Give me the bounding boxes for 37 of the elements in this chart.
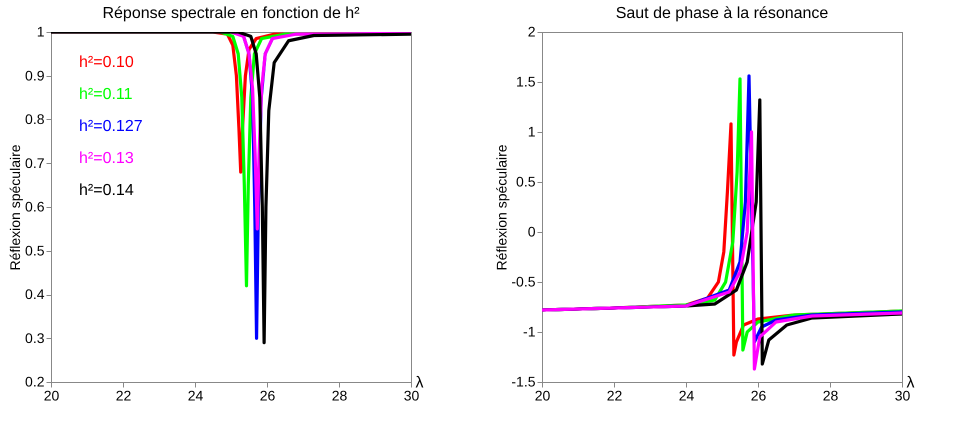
x-tick-label: 24 bbox=[188, 388, 204, 404]
x-tick-label: 24 bbox=[678, 388, 694, 404]
y-tick-label: 0.5 bbox=[516, 174, 536, 190]
x-tick-label: 26 bbox=[260, 388, 276, 404]
y-tick-label: 0.9 bbox=[25, 67, 45, 84]
chart-title: Saut de phase à la résonance bbox=[616, 5, 828, 22]
x-tick-label: 28 bbox=[822, 388, 838, 404]
x-tick-label: 20 bbox=[534, 388, 550, 404]
y-tick-label: 1 bbox=[528, 124, 536, 140]
y-tick-label: 0.5 bbox=[25, 242, 45, 258]
line-series bbox=[51, 32, 411, 344]
text: h²=0.13 bbox=[79, 150, 134, 167]
text: h²=0.127 bbox=[79, 118, 143, 135]
y-tick-label: -1.5 bbox=[511, 374, 536, 390]
x-tick-label: 22 bbox=[606, 388, 622, 404]
y-tick-label: 0.6 bbox=[25, 198, 45, 214]
y-tick-label: 1 bbox=[36, 24, 45, 40]
text: h²=0.11 bbox=[79, 86, 133, 103]
y-tick-label: 0.2 bbox=[25, 374, 45, 390]
y-tick-label: 0 bbox=[528, 224, 536, 240]
y-tick-label: -0.5 bbox=[511, 274, 536, 290]
y-tick-label: -1 bbox=[523, 324, 536, 340]
y-tick-label: 2 bbox=[528, 24, 536, 40]
chart-title: Réponse spectrale en fonction de h² bbox=[102, 5, 360, 22]
y-tick-label: 0.3 bbox=[25, 330, 45, 346]
x-tick-label: 22 bbox=[116, 388, 132, 404]
y-tick-label: 0.8 bbox=[25, 111, 45, 127]
y-tick-label: 0.4 bbox=[25, 286, 45, 302]
y-axis-title: Réflexion spéculaire bbox=[493, 144, 510, 271]
x-tick-label: 26 bbox=[750, 388, 766, 404]
text: h²=0.14 bbox=[79, 182, 134, 199]
y-tick-label: 1.5 bbox=[516, 74, 536, 90]
y-axis-title: Réflexion spéculaire bbox=[7, 144, 24, 271]
series-label: h²=0.10 bbox=[79, 54, 134, 71]
x-tick-label: 20 bbox=[44, 388, 60, 404]
x-tick-label: 28 bbox=[332, 388, 348, 404]
y-tick-label: 0.7 bbox=[25, 154, 45, 171]
